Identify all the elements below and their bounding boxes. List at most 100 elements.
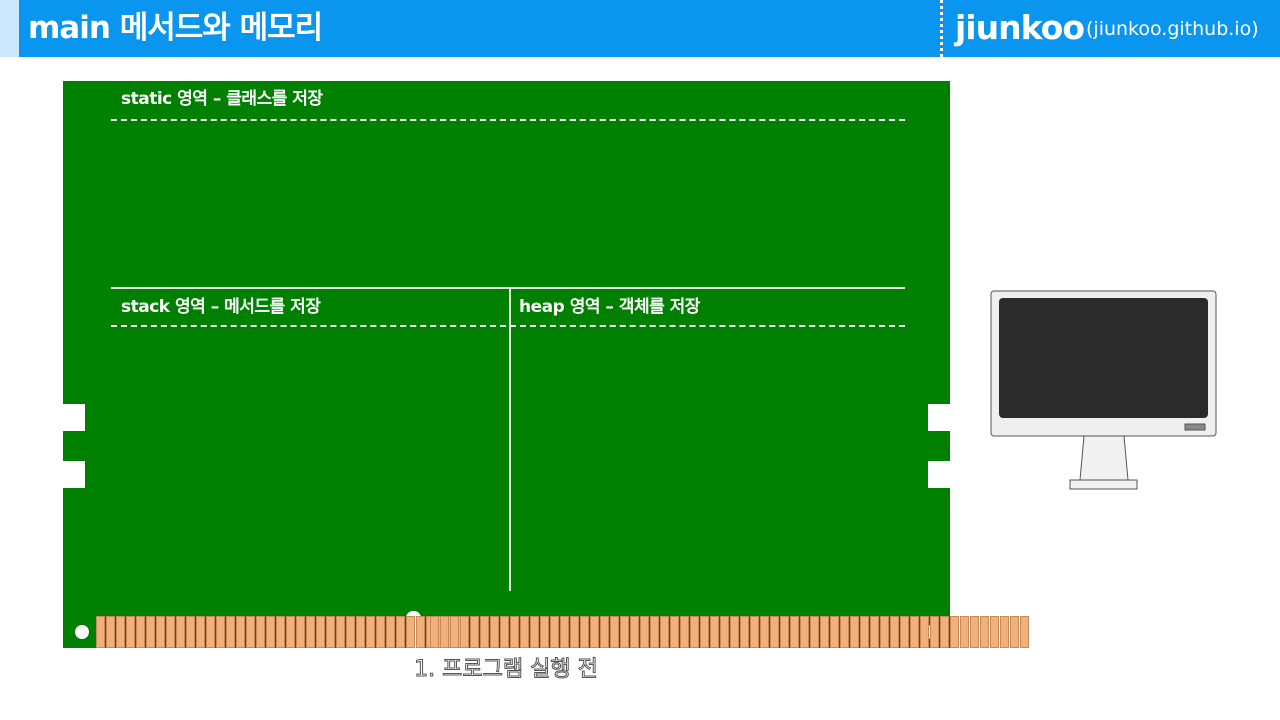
connector-pin: [640, 616, 649, 648]
connector-pin: [920, 616, 929, 648]
connector-pin: [366, 616, 375, 648]
connector-pin: [236, 616, 245, 648]
connector-pin: [870, 616, 879, 648]
connector-pin: [156, 616, 165, 648]
connector-pin: [570, 616, 579, 648]
connector-pin: [680, 616, 689, 648]
connector-pin: [690, 616, 699, 648]
connector-pin: [286, 616, 295, 648]
board-notch-right-bottom: [928, 461, 950, 488]
connector-pin: [276, 616, 285, 648]
pin-row-left: [96, 616, 466, 648]
connector-pin: [600, 616, 609, 648]
connector-pin: [790, 616, 799, 648]
connector-pin: [820, 616, 829, 648]
connector-pin: [146, 616, 155, 648]
connector-pin: [810, 616, 819, 648]
connector-pin: [840, 616, 849, 648]
connector-pin: [1010, 616, 1019, 648]
connector-pin: [336, 616, 345, 648]
board-notch-left-top: [63, 404, 85, 431]
connector-pin: [256, 616, 265, 648]
connector-pin: [860, 616, 869, 648]
connector-pin: [720, 616, 729, 648]
connector-pin: [900, 616, 909, 648]
connector-pin: [940, 616, 949, 648]
connector-pin: [880, 616, 889, 648]
connector-pin: [346, 616, 355, 648]
pin-row-right: [430, 616, 1030, 648]
ram-module-icon: static 영역 – 클래스를 저장 stack 영역 – 메서드를 저장 h…: [63, 81, 1029, 648]
connector-pin: [550, 616, 559, 648]
connector-pin: [670, 616, 679, 648]
connector-pin: [106, 616, 115, 648]
connector-pin: [760, 616, 769, 648]
connector-pin: [166, 616, 175, 648]
connector-pin: [266, 616, 275, 648]
connector-pin: [136, 616, 145, 648]
slide-header: main 메서드와 메모리 jiunkoo (jiunkoo.github.io…: [0, 0, 1280, 57]
connector-pin: [750, 616, 759, 648]
connector-pin: [376, 616, 385, 648]
connector-pin: [1020, 616, 1029, 648]
connector-pin: [660, 616, 669, 648]
connector-pin: [126, 616, 135, 648]
connector-pin: [430, 616, 439, 648]
connector-pin: [980, 616, 989, 648]
static-area-label: static 영역 – 클래스를 저장: [121, 89, 323, 109]
connector-pin: [246, 616, 255, 648]
connector-pin: [700, 616, 709, 648]
connector-pin: [630, 616, 639, 648]
connector-pin: [800, 616, 809, 648]
connector-pin: [780, 616, 789, 648]
connector-pin: [460, 616, 469, 648]
heap-area-label: heap 영역 – 객체를 저장: [519, 297, 700, 317]
brand-url: (jiunkoo.github.io): [1086, 18, 1259, 40]
board-notch-right-top: [928, 404, 950, 431]
connector-pin: [710, 616, 719, 648]
connector-pin: [510, 616, 519, 648]
connector-pin: [306, 616, 315, 648]
board-hole-left: [75, 625, 89, 639]
connector-pin: [96, 616, 105, 648]
header-divider: [940, 0, 943, 57]
connector-pin: [176, 616, 185, 648]
connector-pin: [890, 616, 899, 648]
connector-pin: [850, 616, 859, 648]
connector-pin: [590, 616, 599, 648]
connector-pin: [470, 616, 479, 648]
connector-pin: [316, 616, 325, 648]
slide-title: main 메서드와 메모리: [28, 10, 323, 46]
connector-pin: [610, 616, 619, 648]
connector-pin: [740, 616, 749, 648]
connector-pin: [990, 616, 999, 648]
connector-pin: [930, 616, 939, 648]
connector-pin: [960, 616, 969, 648]
diagram-caption: 1. 프로그램 실행 전: [414, 657, 599, 683]
brand-name: jiunkoo: [955, 8, 1085, 47]
stack-heap-separator: [509, 288, 511, 591]
connector-pin: [440, 616, 449, 648]
connector-pin: [620, 616, 629, 648]
connector-pin: [416, 616, 425, 648]
connector-pin: [770, 616, 779, 648]
connector-pin: [530, 616, 539, 648]
stack-heap-top-border: [111, 287, 905, 289]
connector-pin: [386, 616, 395, 648]
connector-pin: [396, 616, 405, 648]
monitor-icon: [990, 290, 1217, 490]
stack-heap-divider: [111, 325, 905, 327]
connector-pin: [500, 616, 509, 648]
connector-pin: [206, 616, 215, 648]
connector-pin: [830, 616, 839, 648]
stack-area-label: stack 영역 – 메서드를 저장: [121, 297, 321, 317]
connector-pin: [296, 616, 305, 648]
connector-pin: [970, 616, 979, 648]
connector-pin: [480, 616, 489, 648]
connector-pin: [490, 616, 499, 648]
connector-pin: [520, 616, 529, 648]
board-notch-left-bottom: [63, 461, 85, 488]
connector-pin: [650, 616, 659, 648]
connector-pin: [540, 616, 549, 648]
connector-pin: [226, 616, 235, 648]
